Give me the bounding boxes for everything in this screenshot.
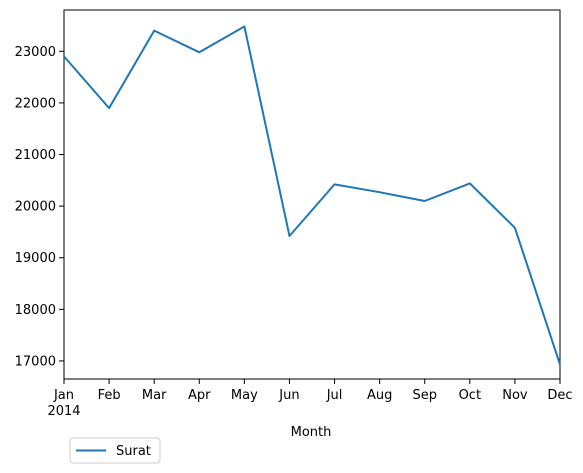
x-tick-label: Mar: [142, 388, 167, 403]
y-tick-label: 18000: [15, 303, 56, 318]
y-tick-label: 23000: [15, 45, 56, 60]
legend-box: [69, 437, 161, 464]
x-tick-label: Jul: [326, 388, 343, 403]
x-tick-label: Nov: [502, 388, 528, 403]
x-tick-label: Sep: [412, 388, 437, 403]
x-tick-label: Dec: [547, 388, 572, 403]
legend: Surat: [69, 437, 161, 464]
series-line-surat: [63, 25, 561, 365]
y-tick-label: 17000: [15, 354, 56, 369]
y-tick-label: 19000: [15, 251, 56, 266]
x-axis-ticks: Jan Feb Mar Apr May Jun Jul Aug Sep Oct Nov Dec: [53, 379, 573, 403]
y-tick-label: 20000: [15, 200, 56, 215]
legend-label-surat: Surat: [116, 444, 151, 459]
x-tick-label: Feb: [98, 388, 121, 403]
y-tick-label: 21000: [15, 148, 56, 163]
y-axis-ticks: 17000 18000 19000 20000 21000 22000 23000: [15, 45, 64, 369]
x-axis-year-label: 2014: [47, 404, 80, 419]
x-tick-label: May: [231, 388, 258, 403]
x-tick-label: Oct: [459, 388, 481, 403]
series-layer: [63, 25, 561, 365]
x-tick-label: Jun: [278, 388, 299, 403]
x-tick-label: Apr: [188, 388, 211, 403]
x-tick-label: Aug: [367, 388, 392, 403]
plot-area: [63, 9, 561, 380]
x-axis-label: Month: [291, 425, 332, 440]
x-tick-label: Jan: [53, 388, 74, 403]
y-tick-label: 22000: [15, 96, 56, 111]
